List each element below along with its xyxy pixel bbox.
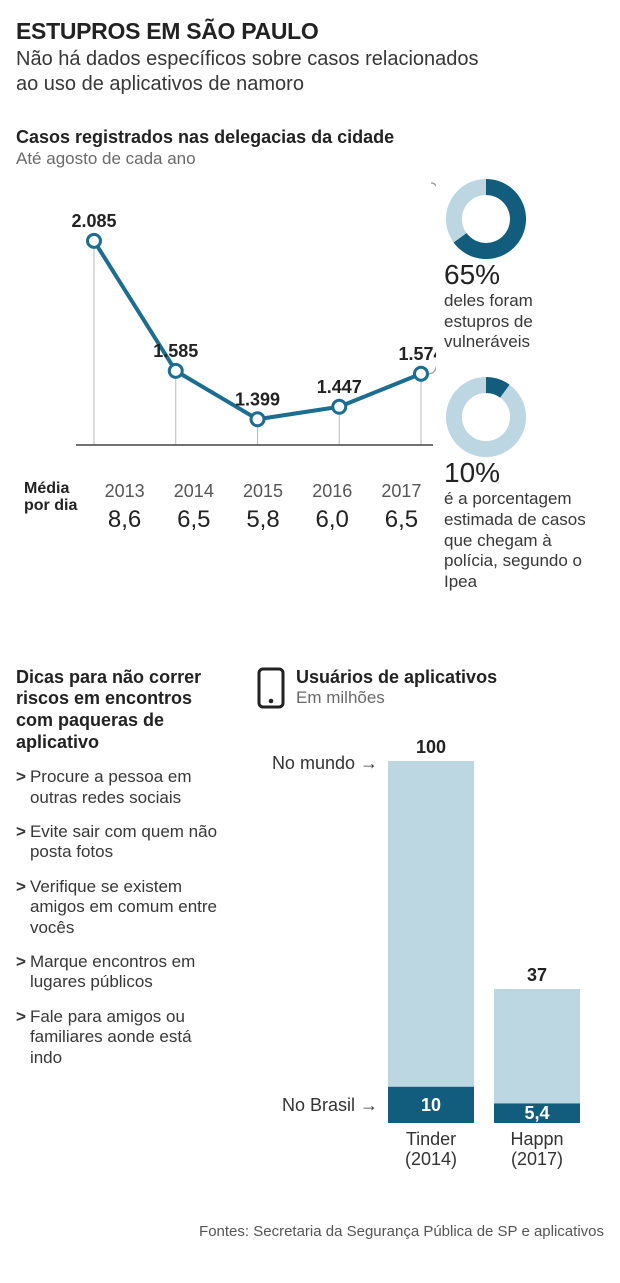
year-col: 2015 5,8 xyxy=(228,481,297,534)
donut-block: 65% deles foram estupros de vulneráveis xyxy=(444,177,604,353)
svg-text:100: 100 xyxy=(416,737,446,757)
year-label: 2017 xyxy=(367,481,436,502)
tip-item: >Procure a pessoa em outras redes sociai… xyxy=(16,767,226,808)
svg-text:No Brasil →: No Brasil → xyxy=(282,1095,378,1115)
avg-value: 8,6 xyxy=(90,506,159,534)
svg-text:Tinder: Tinder xyxy=(406,1129,456,1149)
bullet-icon: > xyxy=(16,822,26,863)
year-col: 2013 8,6 xyxy=(90,481,159,534)
apps-subtitle: Em milhões xyxy=(296,688,497,708)
svg-text:10: 10 xyxy=(421,1095,441,1115)
bullet-icon: > xyxy=(16,877,26,938)
line-chart-title: Casos registrados nas delegacias da cida… xyxy=(16,127,604,148)
donut-chart xyxy=(444,375,528,459)
donut-column: 65% deles foram estupros de vulneráveis … xyxy=(436,177,604,615)
apps-bar-chart: 100 10 Tinder(2014) 37 5,4 Happn(2017) No mund… xyxy=(256,735,604,1195)
line-chart: 2.085 1.585 1.399 1.447 1.574 xyxy=(16,177,436,477)
svg-text:No mundo →: No mundo → xyxy=(272,753,378,773)
bullet-icon: > xyxy=(16,952,26,993)
tip-item: >Marque encontros em lugares públicos xyxy=(16,952,226,993)
svg-text:1.585: 1.585 xyxy=(153,341,198,361)
tip-item: >Fale para amigos ou familiares aonde es… xyxy=(16,1007,226,1068)
svg-text:1.447: 1.447 xyxy=(317,377,362,397)
year-label: 2015 xyxy=(228,481,297,502)
page-title: ESTUPROS EM SÃO PAULO xyxy=(16,18,604,45)
avg-value: 6,5 xyxy=(367,506,436,534)
donut-description: é a porcentagem estimada de casos que ch… xyxy=(444,489,599,593)
donut-block: 10% é a porcentagem estimada de casos qu… xyxy=(444,375,604,593)
year-col: 2014 6,5 xyxy=(159,481,228,534)
phone-icon xyxy=(256,667,286,709)
year-label: 2013 xyxy=(90,481,159,502)
svg-text:1.574: 1.574 xyxy=(398,344,436,364)
year-col: 2016 6,0 xyxy=(298,481,367,534)
svg-text:1.399: 1.399 xyxy=(235,389,280,409)
bullet-icon: > xyxy=(16,1007,26,1068)
svg-text:(2017): (2017) xyxy=(511,1149,563,1169)
year-label: 2014 xyxy=(159,481,228,502)
tips-title: Dicas para não correr riscos em encontro… xyxy=(16,667,226,753)
donut-description: deles foram estupros de vulneráveis xyxy=(444,291,599,353)
apps-title: Usuários de aplicativos xyxy=(296,667,497,688)
tips-list: >Procure a pessoa em outras redes sociai… xyxy=(16,767,226,1068)
tip-text: Evite sair com quem não posta fotos xyxy=(30,822,226,863)
year-label: 2016 xyxy=(298,481,367,502)
bullet-icon: > xyxy=(16,767,26,808)
svg-text:2.085: 2.085 xyxy=(71,211,116,231)
avg-value: 6,5 xyxy=(159,506,228,534)
avg-value: 5,8 xyxy=(228,506,297,534)
tip-text: Verifique se existem amigos em comum ent… xyxy=(30,877,226,938)
year-col: 2017 6,5 xyxy=(367,481,436,534)
donut-percent: 10% xyxy=(444,457,604,489)
tip-text: Fale para amigos ou familiares aonde est… xyxy=(30,1007,226,1068)
sources-text: Fontes: Secretaria da Segurança Pública … xyxy=(16,1223,604,1240)
tip-item: >Verifique se existem amigos em comum en… xyxy=(16,877,226,938)
svg-text:Happn: Happn xyxy=(510,1129,563,1149)
avg-per-day-label: Média por dia xyxy=(24,481,90,534)
tip-text: Procure a pessoa em outras redes sociais xyxy=(30,767,226,808)
avg-value: 6,0 xyxy=(298,506,367,534)
donut-chart xyxy=(444,177,528,261)
svg-text:37: 37 xyxy=(527,965,547,985)
tip-item: >Evite sair com quem não posta fotos xyxy=(16,822,226,863)
line-chart-axis: Média por dia 2013 8,62014 6,52015 5,820… xyxy=(16,481,436,534)
svg-text:(2014): (2014) xyxy=(405,1149,457,1169)
donut-percent: 65% xyxy=(444,259,604,291)
tip-text: Marque encontros em lugares públicos xyxy=(30,952,226,993)
line-chart-subtitle: Até agosto de cada ano xyxy=(16,149,604,169)
page-subtitle: Não há dados específicos sobre casos rel… xyxy=(16,47,496,97)
svg-text:5,4: 5,4 xyxy=(524,1103,549,1123)
